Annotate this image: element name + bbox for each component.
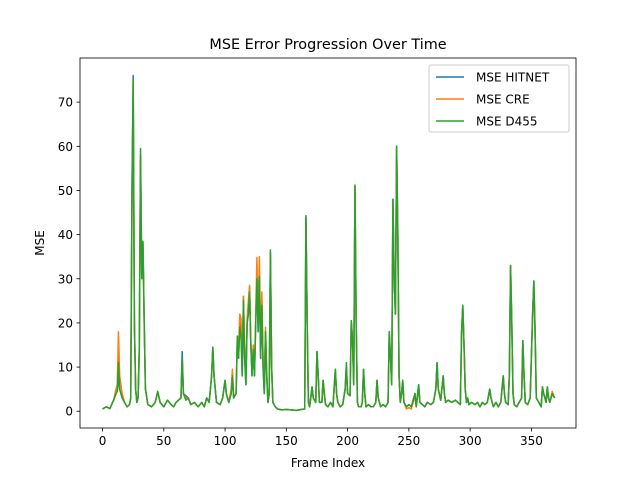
legend-box [428,64,570,133]
x-tick-label: 300 [459,434,482,448]
x-axis-ticks: 0 50 100 150 200 250 300 350 [99,428,543,448]
y-tick-label: 40 [58,228,73,242]
x-axis-label: Frame Index [291,456,365,470]
y-tick-label: 70 [58,96,73,110]
plot-frame [79,57,577,429]
x-tick-label: 150 [275,434,298,448]
x-tick-label: 350 [520,434,543,448]
y-tick-label: 20 [58,316,73,330]
y-axis-ticks: 0 10 20 30 40 50 60 70 [58,96,80,419]
x-tick-label: 0 [99,434,107,448]
y-tick-label: 10 [58,361,73,375]
chart-title: MSE Error Progression Over Time [209,37,446,53]
y-axis-label: MSE [33,230,47,256]
series-line-3 [102,79,556,412]
legend-label: MSE D455 [476,115,538,129]
x-tick-label: 250 [397,434,420,448]
legend: MSE HITNET MSE CRE MSE D455 [428,64,570,133]
x-tick-label: 200 [336,434,359,448]
legend-label: MSE HITNET [476,71,550,85]
y-tick-label: 50 [58,184,73,198]
legend-label: MSE CRE [476,93,530,107]
y-tick-label: 60 [58,140,73,154]
x-tick-label: 50 [156,434,171,448]
y-tick-label: 30 [58,272,73,286]
series-layer [102,74,556,412]
x-tick-label: 100 [214,434,237,448]
y-tick-label: 0 [65,405,73,419]
